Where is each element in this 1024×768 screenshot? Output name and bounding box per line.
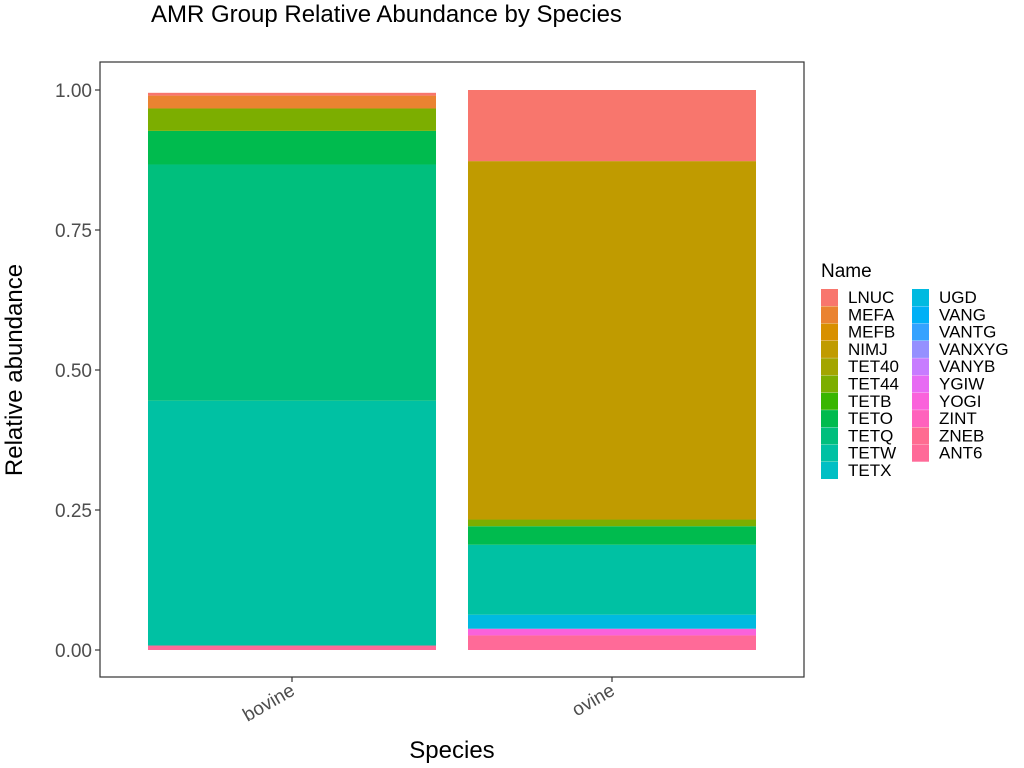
legend-label-zint: ZINT xyxy=(939,409,977,428)
legend-label-yogi: YOGI xyxy=(939,392,982,411)
legend-label-mefb: MEFB xyxy=(848,323,895,342)
legend-key-mefb xyxy=(821,323,838,341)
legend-label-tetq: TETQ xyxy=(848,426,893,445)
bar-segment-bovine-mefa xyxy=(148,95,436,109)
bar-segment-ovine-yogi xyxy=(468,628,756,636)
legend-key-tet40 xyxy=(821,358,838,376)
bar-segment-bovine-lnuc xyxy=(148,92,436,96)
legend-label-vanyb: VANYB xyxy=(939,357,995,376)
legend-key-tetq xyxy=(821,427,838,445)
bar-segment-ovine-tet44 xyxy=(468,519,756,527)
bar-segment-bovine-tet44 xyxy=(148,108,436,131)
legend-key-zint xyxy=(912,410,929,428)
bar-segment-bovine-tetq xyxy=(148,164,436,401)
legend-key-ant6 xyxy=(912,444,929,462)
legend-label-lnuc: LNUC xyxy=(848,288,894,307)
legend-key-zneb xyxy=(912,427,929,445)
legend-label-ugd: UGD xyxy=(939,288,977,307)
bar-segment-ovine-teto xyxy=(468,526,756,545)
legend-label-nimj: NIMJ xyxy=(848,340,888,359)
legend-title: Name xyxy=(821,261,872,282)
legend-label-tet44: TET44 xyxy=(848,375,899,394)
legend-label-vanxyg: VANXYG xyxy=(939,340,1009,359)
legend-label-teto: TETO xyxy=(848,409,893,428)
legend-key-vang xyxy=(912,306,929,324)
legend-key-vanxyg xyxy=(912,340,929,358)
bar-segment-ovine-ugd xyxy=(468,614,756,629)
legend-key-ygiw xyxy=(912,375,929,393)
legend-label-vang: VANG xyxy=(939,305,986,324)
x-tick-label-ovine: ovine xyxy=(569,680,619,721)
legend-label-tetx: TETX xyxy=(848,461,891,480)
legend-key-lnuc xyxy=(821,289,838,306)
x-axis-title: Species xyxy=(409,737,494,764)
bar-group xyxy=(148,90,756,650)
y-axis: 0.00 0.25 0.50 0.75 1.00 xyxy=(55,81,100,662)
legend-label-ant6: ANT6 xyxy=(939,444,982,463)
legend-key-yogi xyxy=(912,392,929,410)
y-tick-label: 0.00 xyxy=(55,641,92,662)
y-tick-label: 0.50 xyxy=(55,361,92,382)
legend-label-tetb: TETB xyxy=(848,392,891,411)
legend-key-tetx xyxy=(821,462,838,479)
legend-key-tetw xyxy=(821,444,838,462)
legend-label-tet40: TET40 xyxy=(848,357,899,376)
y-tick-label: 0.25 xyxy=(55,501,92,522)
bar-segment-bovine-teto xyxy=(148,130,436,165)
bar-segment-ovine-nimj xyxy=(468,161,756,520)
legend-label-mefa: MEFA xyxy=(848,305,895,324)
y-tick-label: 1.00 xyxy=(55,81,92,102)
legend-label-tetw: TETW xyxy=(848,444,896,463)
legend-key-nimj xyxy=(821,340,838,358)
legend-key-ugd xyxy=(912,289,929,306)
bar-segment-ovine-ant6 xyxy=(468,635,756,650)
y-tick-label: 0.75 xyxy=(55,221,92,242)
legend-label-ygiw: YGIW xyxy=(939,375,984,394)
legend-key-mefa xyxy=(821,306,838,324)
y-axis-title: Relative abundance xyxy=(1,264,28,476)
bar-segment-bovine-tetw xyxy=(148,400,436,646)
legend-key-vanyb xyxy=(912,358,929,376)
legend-key-tetb xyxy=(821,392,838,410)
bar-segment-bovine-ant6 xyxy=(148,645,436,650)
bar-segment-ovine-lnuc xyxy=(468,90,756,162)
bar-segment-ovine-tetw xyxy=(468,544,756,615)
legend-key-tet44 xyxy=(821,375,838,393)
legend: Name LNUCMEFAMEFBNIMJTET40TET44TETBTETOT… xyxy=(821,261,1009,480)
legend-key-vantg xyxy=(912,323,929,341)
legend-label-zneb: ZNEB xyxy=(939,426,984,445)
legend-label-vantg: VANTG xyxy=(939,323,996,342)
x-tick-label-bovine: bovine xyxy=(240,680,299,726)
legend-key-teto xyxy=(821,410,838,428)
chart-title: AMR Group Relative Abundance by Species xyxy=(151,1,622,28)
x-axis: bovine ovine xyxy=(240,677,619,726)
